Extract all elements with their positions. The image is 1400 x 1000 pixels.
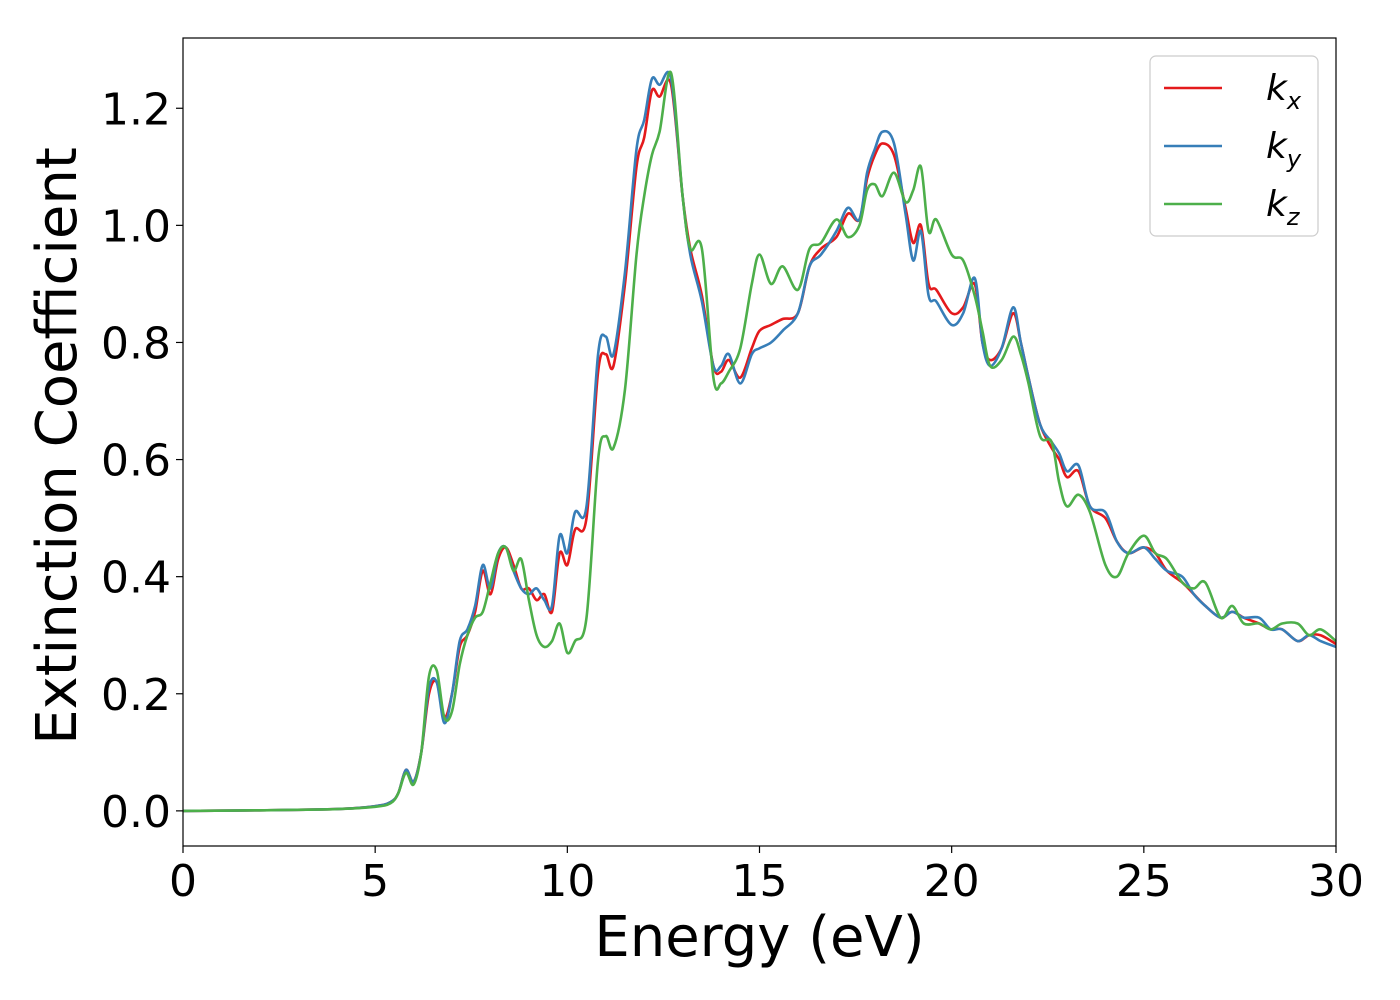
x-tick-label: 30: [1308, 856, 1364, 907]
legend-box: [1149, 55, 1319, 237]
y-tick-label: 0.0: [101, 787, 171, 838]
series-layer: [182, 70, 1337, 813]
x-tick-label: 10: [539, 856, 595, 907]
y-tick-label: 0.4: [101, 553, 171, 604]
x-tick-label: 0: [169, 856, 197, 907]
x-tick-label: 15: [732, 856, 788, 907]
x-tick-label: 20: [924, 856, 980, 907]
y-axis-title: Extinction Coefficient: [25, 147, 90, 745]
x-tick-label: 25: [1116, 856, 1172, 907]
plot-frame: [182, 37, 1337, 847]
x-axis-title: Energy (eV): [594, 905, 924, 970]
y-tick-label: 0.8: [101, 318, 171, 369]
y-tick-label: 0.6: [101, 436, 171, 487]
y-tick-label: 0.2: [101, 670, 171, 721]
series-line-ky: [182, 70, 1337, 813]
ticks-layer: 0 5 10 15 20 25 30 0.0 0.2 0.4 0.6 0.8 1.0 1.2: [101, 84, 1364, 907]
y-tick-label: 1.0: [101, 201, 171, 252]
series-line-kz: [182, 70, 1337, 813]
x-tick-label: 5: [361, 856, 389, 907]
y-tick-label: 1.2: [101, 84, 171, 135]
